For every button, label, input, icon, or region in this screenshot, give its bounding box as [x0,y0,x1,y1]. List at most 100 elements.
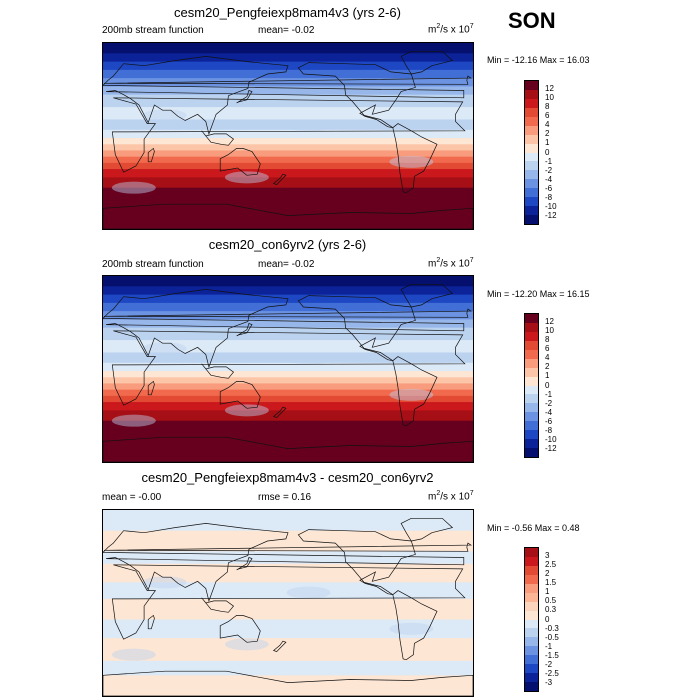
coastline-madagascar [147,147,155,163]
colorbar-level-label: 1 [545,138,550,148]
coastline-australia [219,615,261,643]
colorbar-swatch [525,385,538,395]
contour-blob [224,171,269,184]
colorbar-level-label: 0.5 [545,596,557,606]
colorbar-level-label: -8 [545,192,553,202]
colorbar-level-label: 4 [545,120,550,130]
coastline-madagascar [147,614,155,630]
colorbar-swatch [525,188,538,198]
colorbar-level-label: -0.5 [545,632,559,642]
colorbar-swatch [525,116,538,126]
coastline-uk [103,75,473,85]
panel-1-mean-label: mean= -0.02 [258,25,315,36]
colorbar-swatch [525,574,538,584]
colorbar-swatch [525,619,538,629]
contour-band [103,162,473,170]
colorbar-swatch [525,637,538,647]
colorbar-level-label: 10 [545,326,554,336]
contour-blob [142,576,187,589]
contour-blob [111,648,156,661]
colorbar-swatch [525,134,538,144]
coastline-japan [236,557,253,571]
contour-band [103,107,473,120]
contour-band [103,78,473,87]
colorbar-swatch [525,152,538,162]
colorbar-swatch [525,314,538,323]
colorbar-level-label: -4 [545,407,553,417]
colorbar-level-label: 0 [545,380,550,390]
contour-band [103,94,473,108]
contour-band [103,69,473,79]
coastline-greenland [400,517,454,542]
contour-band [103,675,473,696]
panel-1-colorbar-labels: 12 10 8 6 4 2 1 0 -1 -2 -4 -6 -8 -10 -12 [545,80,575,225]
contour-band [103,129,473,139]
panel-3-mean-label: mean = -0.00 [102,492,162,503]
contour-band [103,302,473,312]
contour-band [103,619,473,639]
contour-band [103,551,473,565]
colorbar-swatch [525,548,538,557]
contour-blob [142,109,187,122]
contour-band [103,150,473,158]
coastline-europe-asia [103,523,465,603]
panel-1-title: cesm20_Pengfeiexp8mam4v3 (yrs 2-6) [174,5,401,20]
season-label: SON [508,8,556,33]
colorbar-swatch [525,394,538,404]
panel-3-title: cesm20_Pengfeiexp8mam4v3 - cesm20_con6yr… [141,470,434,485]
coastline-antarctica [103,670,473,696]
panel-3-rmse-label: rmse = 0.16 [258,492,312,503]
colorbar-swatch [525,646,538,656]
colorbar-swatch [525,565,538,575]
contour-blob [286,352,331,365]
panel-1-colorbar [524,80,539,225]
coastline-greenland [400,50,454,75]
contour-blob [389,155,434,168]
colorbar-swatch [525,376,538,386]
panel-2-title: cesm20_con6yrv2 (yrs 2-6) [208,237,367,252]
colorbar-level-label: -2 [545,165,553,175]
contour-band [103,86,473,96]
contour-band [103,276,473,287]
contour-band [103,510,473,532]
panel-2-colorbar [524,313,539,458]
colorbar-level-label: -6 [545,416,553,426]
coastline-south-america [392,123,438,194]
coastline-uk [103,542,473,552]
colorbar-level-label: 12 [545,317,554,327]
coastline-africa [111,330,466,406]
colorbar-level-label: -1 [545,641,553,651]
contour-blob [111,414,156,427]
contour-band [103,340,473,353]
colorbar-swatch [525,448,538,457]
colorbar-level-label: -1.5 [545,650,559,660]
contour-band [103,327,473,341]
contour-band [103,395,473,403]
panel-1-map [102,42,474,230]
contour-blob [286,586,331,599]
coastline-australia [219,381,261,409]
colorbar-swatch [525,358,538,368]
colorbar-swatch [525,215,538,224]
colorbar-swatch [525,628,538,638]
panel-3-colorbar-labels: 3 2.5 2 1.5 1 0.5 0.3 0 -0.3 -0.5 -1 -1.5 -2 -2.5 -3 [545,547,575,692]
contour-blob [286,119,331,132]
colorbar-swatch [525,583,538,593]
colorbar-level-label: -8 [545,425,553,435]
colorbar-level-label: 8 [545,335,550,345]
contour-band [103,377,473,384]
coastline-africa [111,97,466,173]
colorbar-level-label: 2.5 [545,560,557,570]
colorbar-level-label: -10 [545,434,557,444]
colorbar-level-label: 0.3 [545,605,557,615]
map-svg [103,510,473,696]
colorbar-swatch [525,197,538,207]
map-svg [103,276,473,462]
contour-band [103,638,473,662]
contour-band [103,383,473,391]
coastline-north-america [297,529,416,596]
contour-band [103,530,473,552]
colorbar-level-label: -4 [545,174,553,184]
colorbar-swatch [525,179,538,189]
contour-band [103,43,473,54]
